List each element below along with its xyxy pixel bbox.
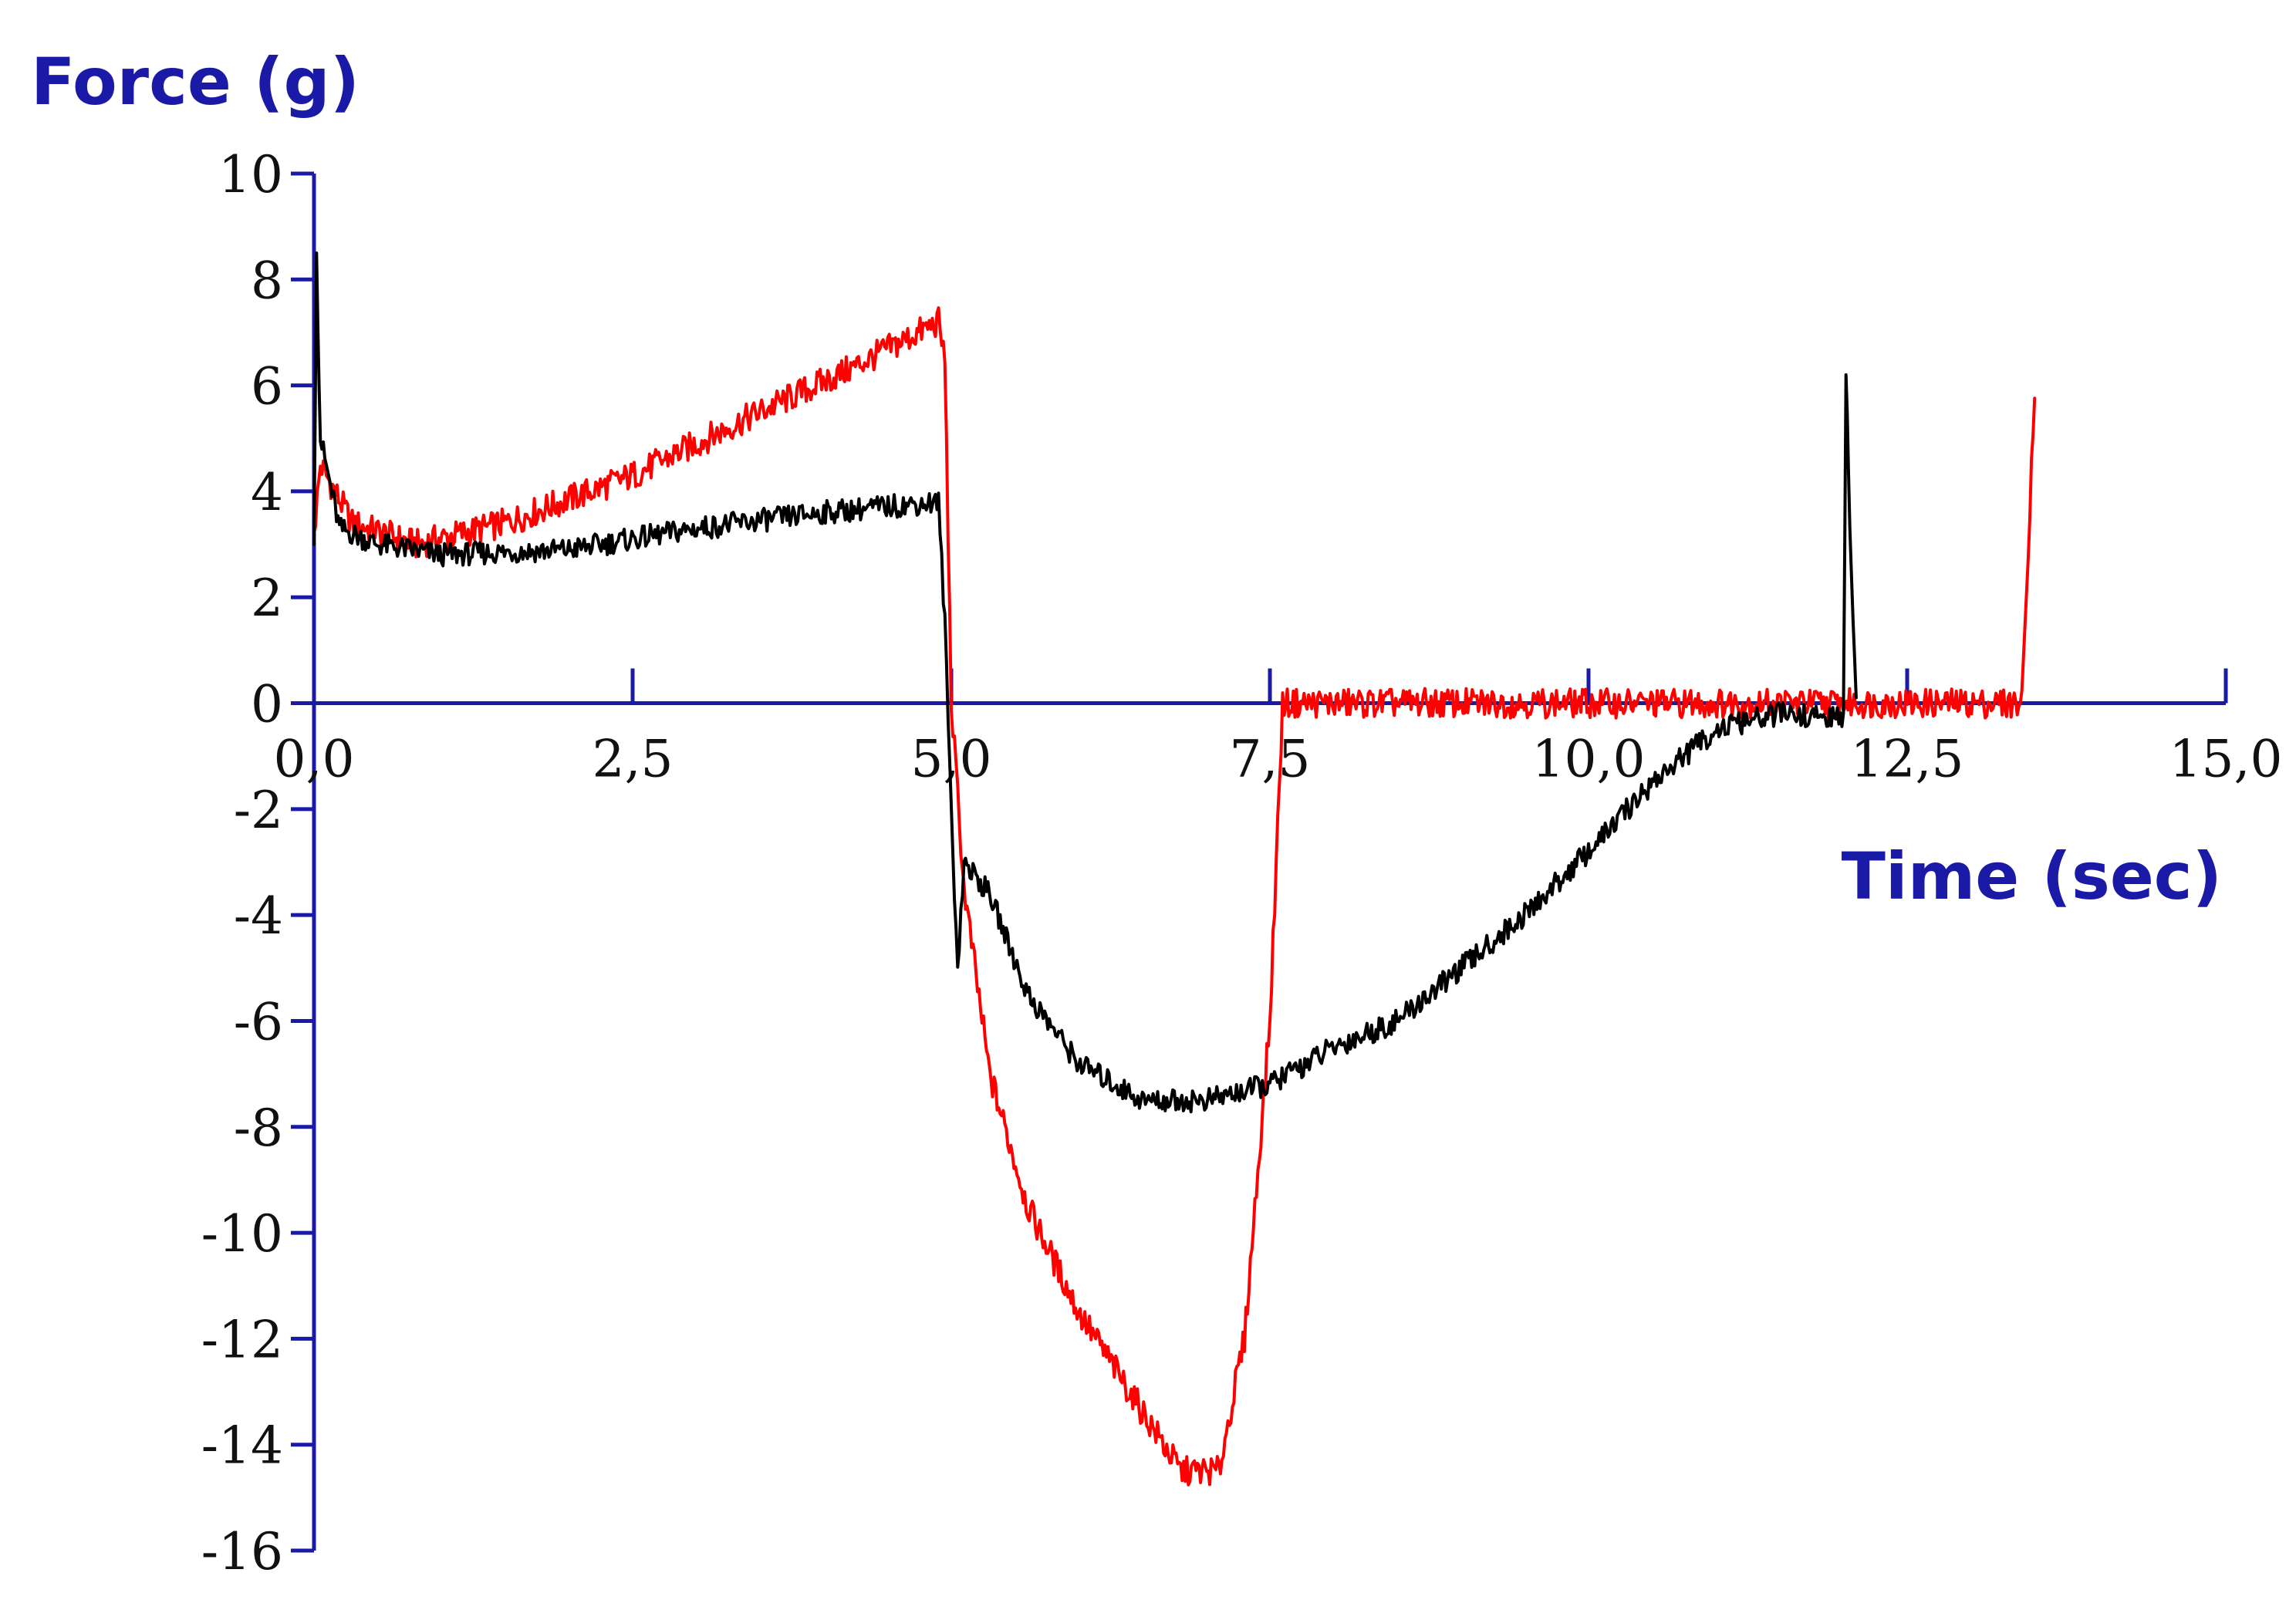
- x-tick-label: 2,5: [593, 730, 674, 789]
- y-tick-label: -2: [234, 781, 283, 840]
- x-tick-label: 15,0: [2169, 730, 2283, 789]
- y-tick-label: -14: [201, 1416, 283, 1476]
- y-tick-label: -16: [201, 1522, 283, 1581]
- y-tick-label: 10: [218, 145, 283, 204]
- x-tick-label: 7,5: [1230, 730, 1311, 789]
- x-axis-title: Time (sec): [1842, 839, 2222, 914]
- y-axis-title: Force (g): [31, 44, 360, 120]
- y-tick-label: 4: [251, 463, 283, 522]
- x-tick-label: 0,0: [274, 730, 355, 789]
- series-line: [312, 306, 2037, 1487]
- y-tick-label: 2: [251, 569, 283, 628]
- x-tick-label: 12,5: [1851, 730, 1964, 789]
- series-red: [312, 306, 2037, 1487]
- y-tick-label: -6: [234, 992, 283, 1051]
- series-line: [312, 251, 1858, 1114]
- series-layer: [312, 251, 2037, 1487]
- x-tick-label: 10,0: [1532, 730, 1646, 789]
- y-tick-label: -4: [234, 886, 283, 946]
- series-black: [312, 251, 1858, 1114]
- y-tick-label: 0: [251, 675, 283, 734]
- y-tick-label: 6: [251, 357, 283, 417]
- y-tick-label: -12: [201, 1310, 283, 1369]
- y-tick-label: -8: [234, 1099, 283, 1158]
- y-tick-label: 8: [251, 251, 283, 310]
- y-tick-label: -10: [201, 1204, 283, 1264]
